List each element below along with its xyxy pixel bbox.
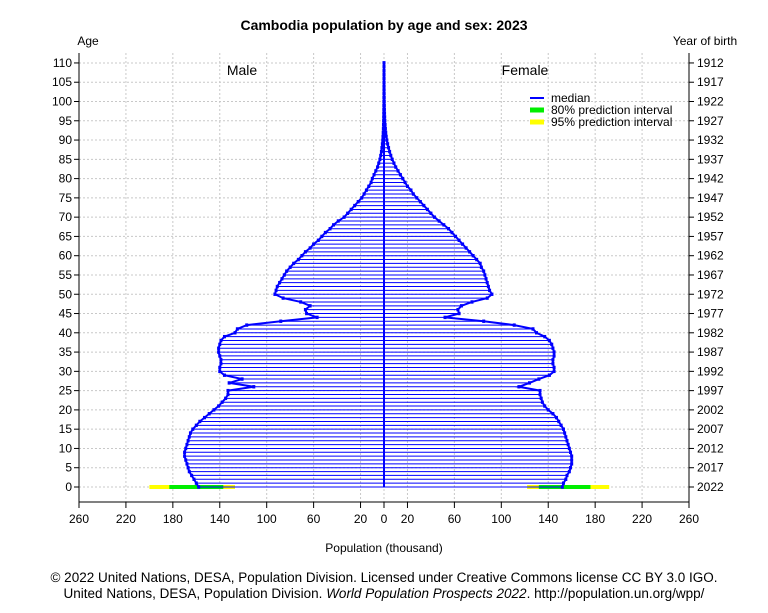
birth-year-tick-label: 1917 bbox=[697, 75, 724, 89]
x-tick-label: 260 bbox=[679, 512, 699, 526]
x-tick-label: 140 bbox=[210, 512, 230, 526]
birth-year-tick-label: 1927 bbox=[697, 114, 724, 128]
footer-citation: United Nations, DESA, Population Divisio… bbox=[0, 585, 768, 602]
legend-label: 95% prediction interval bbox=[551, 115, 672, 129]
age-tick-label: 55 bbox=[59, 268, 73, 282]
birth-year-tick-label: 1987 bbox=[697, 345, 724, 359]
birth-year-tick-label: 2022 bbox=[697, 480, 724, 494]
x-tick-label: 0 bbox=[381, 512, 388, 526]
age-tick-label: 0 bbox=[65, 480, 72, 494]
birth-year-tick-label: 1937 bbox=[697, 152, 724, 166]
legend-label: 80% prediction interval bbox=[551, 103, 672, 117]
age-tick-label: 105 bbox=[52, 75, 72, 89]
birth-year-tick-label: 2002 bbox=[697, 403, 724, 417]
x-tick-label: 20 bbox=[354, 512, 368, 526]
age-tick-label: 30 bbox=[59, 364, 73, 378]
age-tick-label: 20 bbox=[59, 403, 73, 417]
age-tick-label: 85 bbox=[59, 152, 73, 166]
x-tick-label: 140 bbox=[538, 512, 558, 526]
birth-year-tick-label: 1977 bbox=[697, 307, 724, 321]
x-tick-label: 100 bbox=[491, 512, 511, 526]
female-profile-line bbox=[383, 62, 573, 488]
age-tick-label: 10 bbox=[59, 441, 73, 455]
birth-year-tick-label: 1912 bbox=[697, 56, 724, 70]
birth-year-tick-label: 1982 bbox=[697, 326, 724, 340]
x-tick-label: 220 bbox=[116, 512, 136, 526]
footer-line-2-italic: World Population Prospects 2022 bbox=[326, 586, 527, 601]
chart-title: Cambodia population by age and sex: 2023 bbox=[240, 17, 527, 33]
x-tick-label: 180 bbox=[585, 512, 605, 526]
birth-year-tick-label: 2017 bbox=[697, 461, 724, 475]
age-tick-label: 45 bbox=[59, 307, 73, 321]
birth-year-tick-label: 1957 bbox=[697, 229, 724, 243]
birth-year-tick-label: 1997 bbox=[697, 384, 724, 398]
age-tick-label: 80 bbox=[59, 172, 73, 186]
birth-year-tick-label: 2007 bbox=[697, 422, 724, 436]
age-tick-label: 5 bbox=[65, 461, 72, 475]
footer-line-2-suffix: . http://population.un.org/wpp/ bbox=[526, 586, 705, 601]
birth-year-tick-label: 1947 bbox=[697, 191, 724, 205]
age-tick-label: 95 bbox=[59, 114, 73, 128]
x-tick-label: 100 bbox=[257, 512, 277, 526]
birth-year-tick-label: 1932 bbox=[697, 133, 724, 147]
birth-year-tick-label: 1922 bbox=[697, 95, 724, 109]
left-axis-title: Age bbox=[77, 34, 99, 48]
age-tick-label: 35 bbox=[59, 345, 73, 359]
footer-line-2-prefix: United Nations, DESA, Population Divisio… bbox=[63, 586, 327, 601]
birth-year-tick-label: 1967 bbox=[697, 268, 724, 282]
age-tick-label: 90 bbox=[59, 133, 73, 147]
birth-year-tick-label: 1992 bbox=[697, 364, 724, 378]
age-tick-label: 15 bbox=[59, 422, 73, 436]
age-tick-label: 75 bbox=[59, 191, 73, 205]
age-tick-label: 50 bbox=[59, 287, 73, 301]
footer-license: © 2022 United Nations, DESA, Population … bbox=[0, 569, 768, 586]
footer-line-1: © 2022 United Nations, DESA, Population … bbox=[50, 570, 718, 585]
age-tick-label: 60 bbox=[59, 249, 73, 263]
age-tick-label: 65 bbox=[59, 229, 73, 243]
axes-layer: 0 2022 5 2017 10 2012 15 2007 20 2002 25 1997 30 1992… bbox=[52, 53, 724, 526]
age-tick-label: 110 bbox=[53, 56, 72, 70]
birth-year-tick-label: 2012 bbox=[697, 441, 724, 455]
age-tick-label: 40 bbox=[59, 326, 73, 340]
bars-layer bbox=[149, 61, 610, 489]
birth-year-tick-label: 1962 bbox=[697, 249, 724, 263]
birth-year-tick-label: 1952 bbox=[697, 210, 724, 224]
female-label: Female bbox=[502, 62, 549, 78]
x-tick-label: 60 bbox=[307, 512, 321, 526]
x-tick-label: 220 bbox=[632, 512, 652, 526]
birth-year-tick-label: 1942 bbox=[697, 172, 724, 186]
age-tick-label: 70 bbox=[59, 210, 73, 224]
legend-label: median bbox=[551, 91, 590, 105]
x-tick-label: 60 bbox=[448, 512, 462, 526]
x-tick-label: 20 bbox=[401, 512, 415, 526]
right-axis-title: Year of birth bbox=[673, 34, 737, 48]
age-tick-label: 100 bbox=[52, 95, 72, 109]
male-label: Male bbox=[227, 62, 258, 78]
age-tick-label: 25 bbox=[59, 384, 73, 398]
x-tick-label: 260 bbox=[69, 512, 89, 526]
x-tick-label: 180 bbox=[163, 512, 183, 526]
birth-year-tick-label: 1972 bbox=[697, 287, 724, 301]
x-axis-title: Population (thousand) bbox=[325, 541, 442, 555]
